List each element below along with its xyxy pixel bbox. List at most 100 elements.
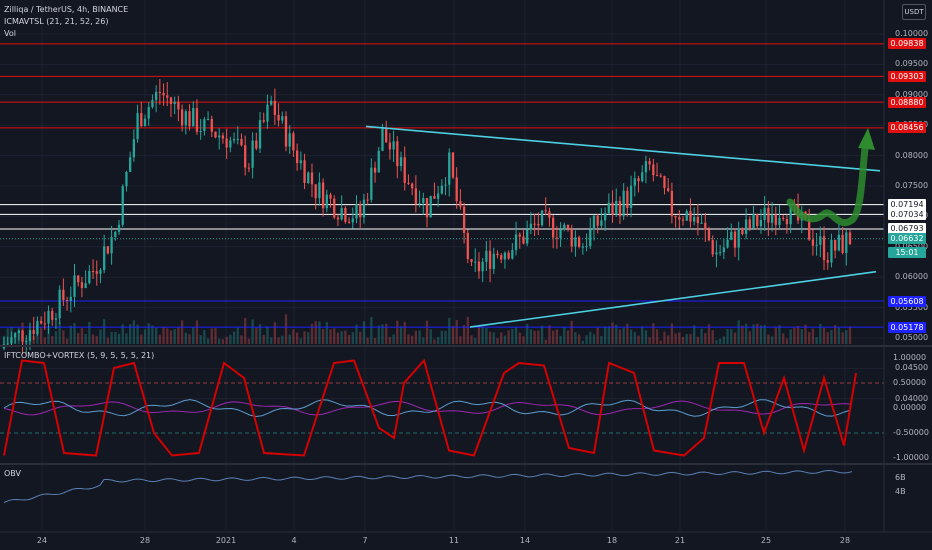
candle-body: [477, 261, 481, 272]
volume-bar: [815, 336, 818, 344]
candle-body: [21, 330, 24, 342]
volume-bar: [162, 327, 165, 344]
candle-body: [841, 234, 844, 253]
volume-bar: [704, 333, 707, 344]
horizontal-levels: [0, 43, 884, 328]
volume-bar: [232, 331, 236, 344]
volume-bar: [763, 325, 766, 344]
volume-bar: [292, 329, 295, 344]
candle-body: [136, 113, 139, 140]
volume-bar: [611, 322, 614, 344]
candle-body: [407, 182, 410, 184]
volume-bar: [32, 336, 35, 344]
obv-tick-label: 6B: [895, 473, 906, 482]
candle-body: [789, 203, 792, 225]
candle-body: [629, 185, 633, 209]
candle-body: [711, 240, 714, 255]
candle-body: [351, 218, 354, 223]
candle-body: [808, 218, 811, 240]
candle-body: [77, 275, 80, 283]
candle-body: [188, 111, 191, 127]
candle-body: [132, 139, 136, 158]
volume-bar: [240, 335, 243, 344]
candle-body: [448, 152, 451, 185]
volume-title: Vol: [4, 29, 16, 38]
candle-body: [470, 258, 473, 262]
candle-body: [344, 208, 347, 222]
candle-body: [678, 217, 681, 220]
candle-body: [518, 234, 521, 237]
candle-body: [436, 193, 440, 199]
candle-body: [514, 234, 518, 250]
candle-body: [203, 119, 206, 132]
candle-body: [544, 210, 547, 212]
time-tick-label: 2021: [215, 536, 237, 545]
currency-badge[interactable]: USDT: [902, 4, 926, 20]
candle-body: [373, 167, 377, 173]
candle-body: [559, 229, 562, 238]
candle-body: [414, 188, 418, 205]
candle-body: [552, 217, 555, 238]
volume-bar: [58, 321, 61, 344]
volume-bar: [433, 339, 436, 344]
volume-bar: [648, 337, 651, 344]
candle-body: [236, 138, 239, 140]
volume-bar: [655, 329, 659, 344]
candle-body: [154, 91, 158, 101]
candle-body: [425, 198, 429, 218]
candle-body: [644, 161, 648, 173]
candle-body: [73, 275, 76, 297]
volume-bar: [370, 317, 373, 344]
volume-bar: [385, 323, 388, 344]
candle-body: [36, 320, 39, 335]
candle-body: [563, 224, 566, 230]
candle-body: [492, 253, 495, 269]
candle-body: [125, 171, 128, 187]
candle-body: [99, 270, 102, 274]
candle-body: [403, 157, 406, 183]
oscillator-pane: [0, 358, 884, 457]
volume-bar: [340, 331, 343, 344]
volume-bar: [700, 328, 703, 344]
volume-bar: [188, 334, 191, 344]
volume-bar: [255, 327, 258, 344]
candle-body: [266, 104, 269, 122]
candle-body: [741, 228, 744, 235]
volume-bar: [429, 329, 432, 344]
price-tick-label: 0.06500: [895, 242, 928, 251]
volume-bar: [752, 324, 755, 344]
osc-tick-label: 0.50000: [893, 378, 927, 387]
volume-bar: [88, 321, 91, 344]
volume-bar: [722, 336, 725, 344]
candle-body: [652, 164, 655, 176]
volume-bar: [577, 334, 581, 344]
candle-body: [218, 135, 221, 138]
volume-bar: [77, 333, 80, 344]
volume-bar: [718, 338, 722, 344]
candle-body: [277, 114, 280, 121]
price-tick-label: 0.09000: [895, 89, 929, 99]
volume-bar: [236, 327, 239, 344]
volume-bar: [748, 331, 751, 344]
volume-bar: [663, 331, 666, 344]
candle-body: [28, 330, 32, 342]
volume-bar: [307, 332, 310, 344]
candle-body: [744, 219, 748, 235]
volume-bar: [344, 330, 347, 344]
candle-body: [6, 343, 9, 345]
volume-bar: [522, 336, 525, 344]
candle-body: [726, 239, 729, 248]
candle-body: [295, 150, 299, 164]
vortex-minus-line: [3, 400, 851, 416]
candle-body: [466, 232, 469, 259]
price-tick-label: 0.07500: [895, 181, 929, 190]
candle-body: [704, 222, 707, 230]
candle-body: [785, 219, 789, 225]
candle-body: [103, 246, 106, 271]
volume-bar: [399, 326, 403, 344]
candle-body: [689, 211, 692, 222]
candle-body: [169, 97, 173, 105]
volume-bar: [418, 330, 421, 344]
volume-bar: [626, 323, 629, 344]
